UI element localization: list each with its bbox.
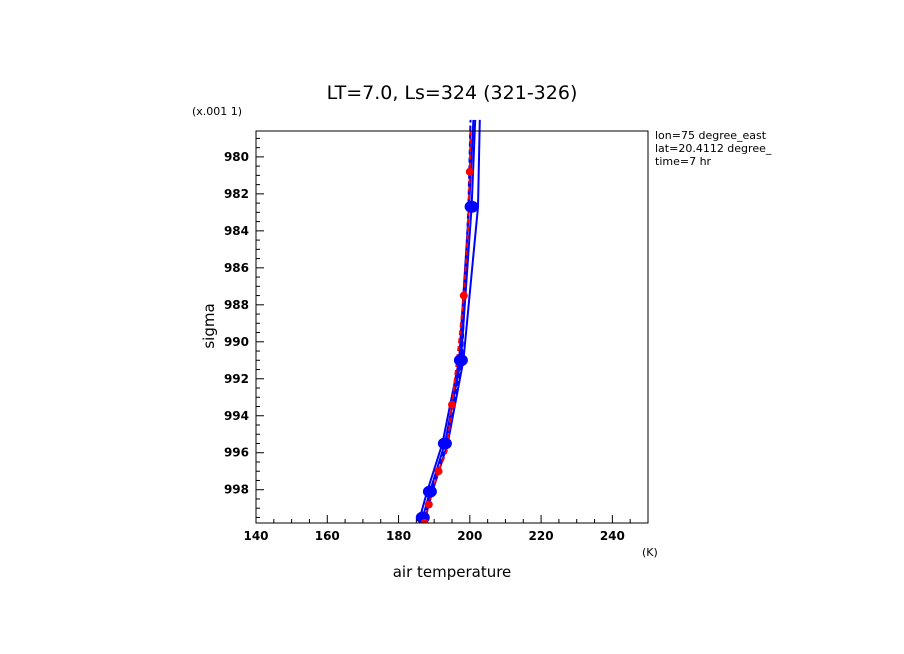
annotation-time: time=7 hr: [655, 155, 712, 168]
series-line-3: [422, 119, 472, 518]
y-tick-label: 996: [224, 446, 249, 460]
y-axis-title: sigma: [200, 303, 218, 348]
y-scale-label: (x.001 1): [192, 105, 242, 118]
data-marker-3: [453, 354, 468, 367]
x-tick-label: 140: [243, 529, 268, 543]
data-marker-5: [420, 519, 429, 523]
data-marker-10: [465, 167, 474, 176]
plot-frame: [255, 130, 649, 524]
x-axis-ticks: 140 160 180 200 220 240: [243, 515, 649, 543]
y-tick-label: 990: [224, 335, 249, 349]
series-line-1: [418, 119, 475, 518]
y-tick-label: 992: [224, 372, 249, 386]
annotation-lon: lon=75 degree_east: [655, 129, 767, 142]
x-tick-label: 180: [386, 529, 411, 543]
x-tick-label: 200: [457, 529, 482, 543]
x-units-label: (K): [642, 546, 658, 559]
x-tick-label: 160: [315, 529, 340, 543]
chart-title: LT=7.0, Ls=324 (321-326): [327, 82, 578, 104]
data-marker-4: [464, 200, 479, 213]
series-line-2: [424, 119, 481, 518]
plot-content: [415, 119, 481, 523]
data-marker-9: [459, 291, 468, 300]
y-tick-label: 986: [224, 261, 249, 275]
y-tick-label: 998: [224, 483, 249, 497]
data-marker-8: [448, 400, 456, 409]
data-marker-7: [434, 467, 443, 476]
x-axis-title: air temperature: [393, 563, 512, 581]
x-tick-label: 220: [529, 529, 554, 543]
y-tick-label: 994: [224, 409, 249, 423]
data-marker-1: [422, 485, 437, 498]
y-tick-label: 984: [224, 224, 249, 238]
y-tick-label: 982: [224, 187, 249, 201]
annotation-lat: lat=20.4112 degree_: [655, 142, 772, 155]
y-axis-ticks: 980 982 984 986 988 990 992 994 996 998: [224, 137, 264, 518]
y-tick-label: 988: [224, 298, 249, 312]
data-marker-6: [424, 500, 433, 509]
y-tick-label: 980: [224, 150, 249, 164]
x-tick-label: 240: [600, 529, 625, 543]
data-marker-2: [437, 437, 452, 450]
